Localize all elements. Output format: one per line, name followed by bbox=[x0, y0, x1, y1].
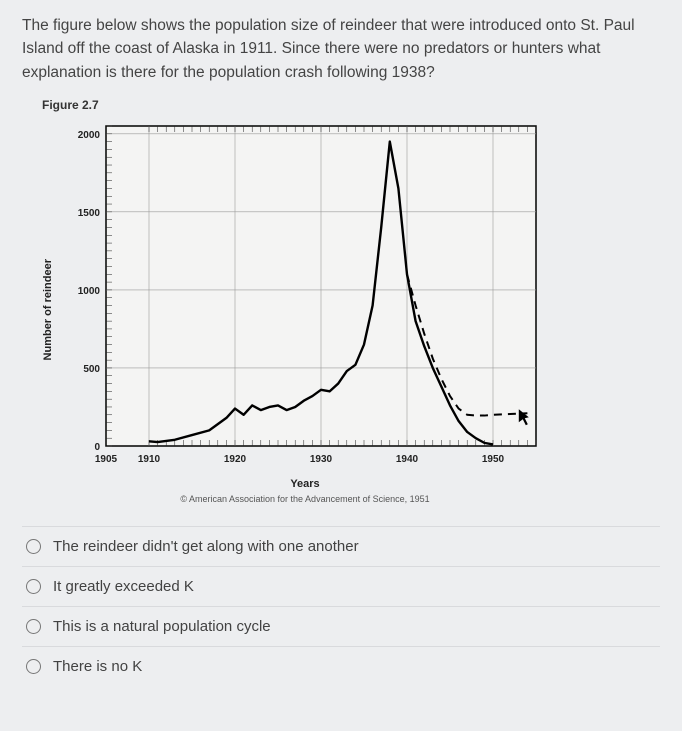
svg-text:1000: 1000 bbox=[78, 286, 101, 297]
answer-option[interactable]: It greatly exceeded K bbox=[22, 566, 660, 606]
answer-option[interactable]: The reindeer didn't get along with one a… bbox=[22, 526, 660, 566]
svg-text:2000: 2000 bbox=[78, 130, 101, 141]
svg-text:1930: 1930 bbox=[310, 454, 333, 465]
option-label: This is a natural population cycle bbox=[53, 618, 271, 635]
svg-text:1905: 1905 bbox=[95, 454, 118, 465]
answer-option[interactable]: This is a natural population cycle bbox=[22, 606, 660, 646]
option-label: It greatly exceeded K bbox=[53, 578, 194, 595]
svg-text:500: 500 bbox=[83, 364, 100, 375]
y-axis-label: Number of reindeer bbox=[42, 259, 54, 360]
chart-credit: © American Association for the Advanceme… bbox=[180, 494, 429, 504]
svg-text:0: 0 bbox=[94, 442, 100, 453]
option-label: There is no K bbox=[53, 658, 142, 675]
option-label: The reindeer didn't get along with one a… bbox=[53, 538, 359, 555]
svg-text:1500: 1500 bbox=[78, 208, 101, 219]
svg-text:1950: 1950 bbox=[482, 454, 505, 465]
question-text: The figure below shows the population si… bbox=[22, 14, 660, 84]
figure-label: Figure 2.7 bbox=[42, 98, 660, 112]
x-axis-label: Years bbox=[290, 478, 319, 490]
svg-text:1940: 1940 bbox=[396, 454, 419, 465]
line-chart: 0 500 1000 1500 2000 1905 1910 1920 1930 1940 1950 bbox=[60, 116, 550, 476]
radio-icon[interactable] bbox=[26, 619, 41, 634]
answer-option[interactable]: There is no K bbox=[22, 646, 660, 686]
svg-text:1910: 1910 bbox=[138, 454, 161, 465]
answer-options: The reindeer didn't get along with one a… bbox=[22, 526, 660, 686]
chart-region: Number of reindeer 0 500 1000 1500 2000 1905 1… bbox=[42, 116, 660, 504]
radio-icon[interactable] bbox=[26, 659, 41, 674]
radio-icon[interactable] bbox=[26, 579, 41, 594]
radio-icon[interactable] bbox=[26, 539, 41, 554]
svg-text:1920: 1920 bbox=[224, 454, 247, 465]
